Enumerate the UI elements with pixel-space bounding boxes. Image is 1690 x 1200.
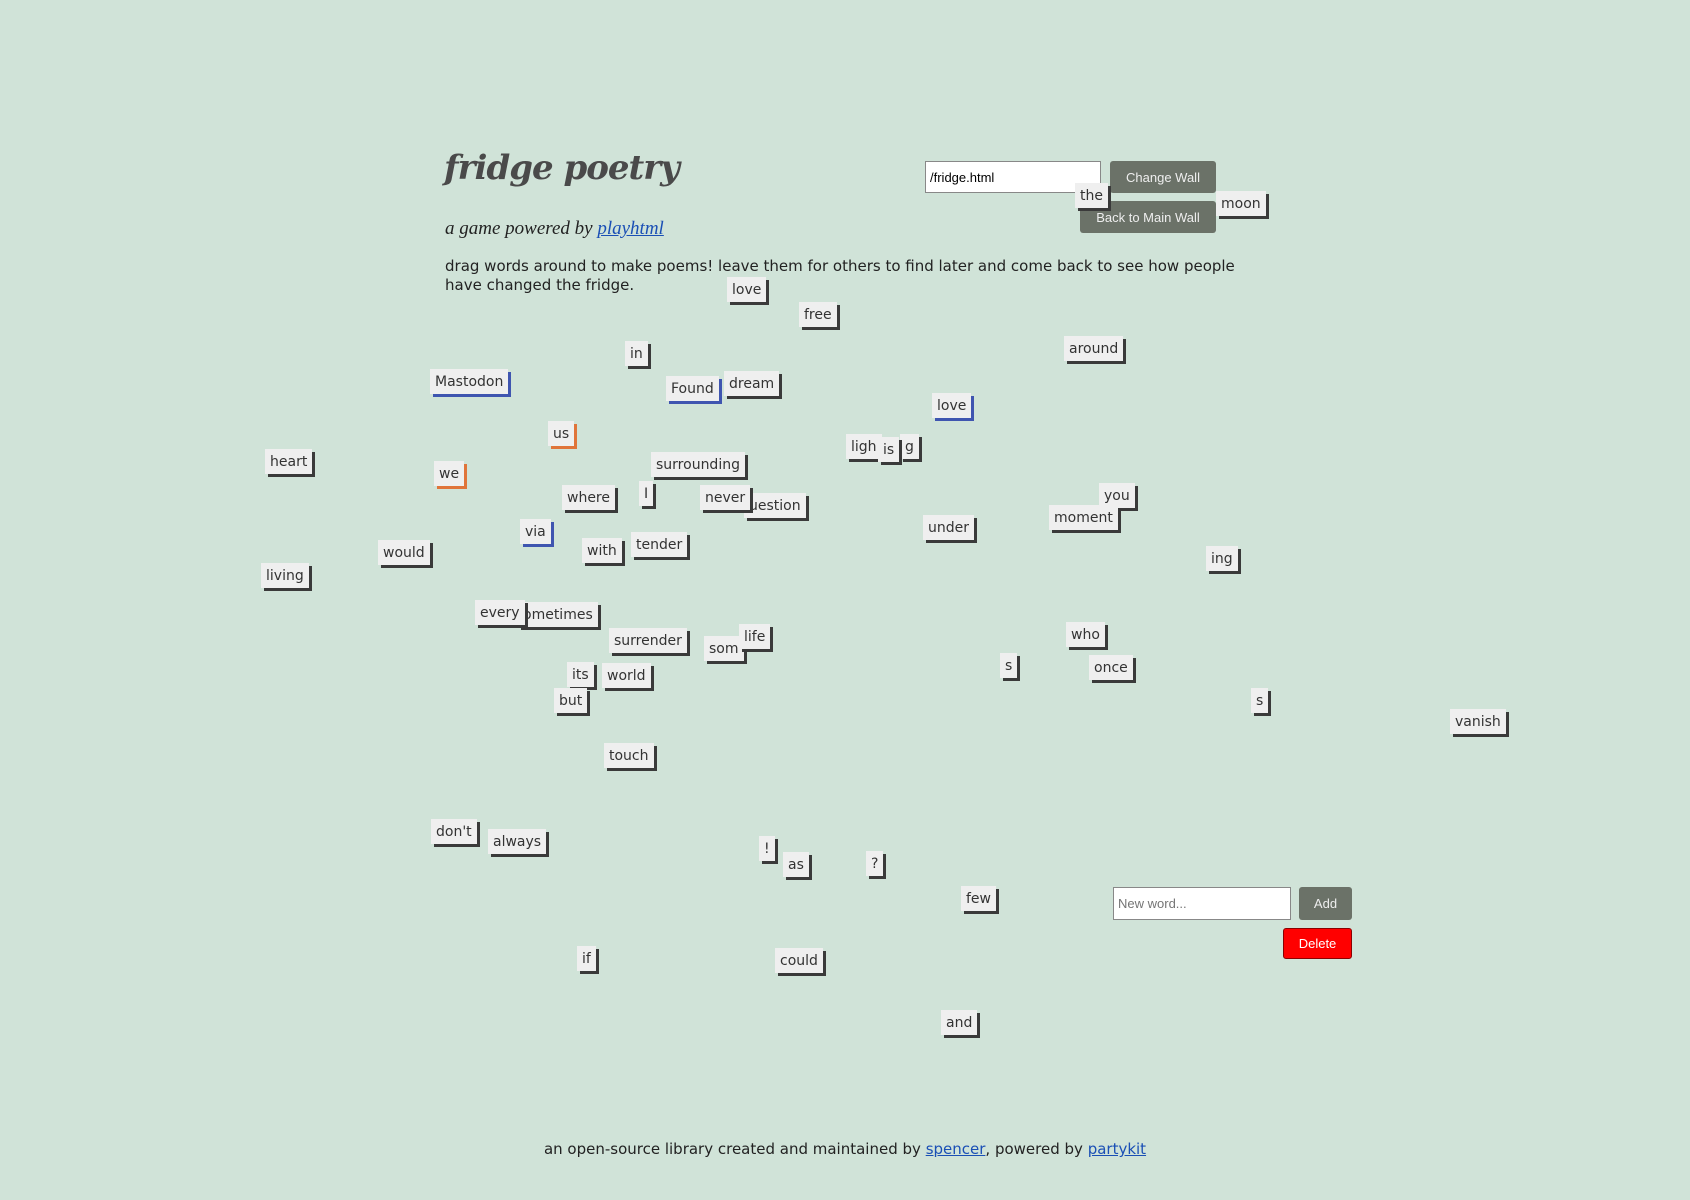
word-magnet[interactable]: world (602, 663, 651, 688)
word-magnet[interactable]: few (961, 886, 996, 911)
word-magnet[interactable]: is (878, 437, 900, 462)
word-magnet[interactable]: always (488, 829, 547, 854)
word-magnet[interactable]: g (900, 434, 919, 459)
word-magnet[interactable]: love (727, 277, 767, 302)
word-magnet[interactable]: moment (1049, 505, 1118, 530)
page-title: fridge poetry (444, 148, 680, 188)
word-magnet[interactable]: every (475, 600, 525, 625)
partykit-link[interactable]: partykit (1087, 1140, 1147, 1158)
word-magnet[interactable]: you (1099, 483, 1135, 508)
subtitle: a game powered by playhtml (445, 218, 664, 240)
word-magnet[interactable]: I (639, 481, 654, 506)
word-magnet[interactable]: could (775, 948, 823, 973)
word-magnet[interactable]: in (625, 341, 648, 366)
word-magnet[interactable]: but (554, 688, 588, 713)
word-magnet[interactable]: never (700, 485, 751, 510)
word-magnet[interactable]: once (1089, 655, 1133, 680)
word-magnet[interactable]: where (562, 485, 615, 510)
delete-word-button[interactable]: Delete (1283, 928, 1352, 959)
word-magnet[interactable]: heart (265, 449, 313, 474)
subtitle-text: a game powered by (445, 218, 593, 239)
footer: an open-source library created and maint… (0, 1140, 1690, 1158)
word-magnet[interactable]: Found (666, 376, 719, 401)
word-magnet[interactable]: love (932, 393, 972, 418)
change-wall-button[interactable]: Change Wall (1110, 161, 1216, 193)
word-magnet[interactable]: if (577, 946, 596, 971)
word-magnet[interactable]: and (941, 1010, 978, 1035)
word-magnet[interactable]: ing (1206, 546, 1238, 571)
word-magnet[interactable]: life (739, 624, 771, 649)
word-magnet[interactable]: as (783, 852, 809, 877)
footer-text: an open-source library created and maint… (543, 1140, 921, 1158)
word-magnet[interactable]: vanish (1450, 709, 1506, 734)
playhtml-link[interactable]: playhtml (597, 218, 664, 239)
word-magnet[interactable]: ! (759, 836, 775, 861)
word-magnet[interactable]: living (261, 563, 309, 588)
word-magnet[interactable]: around (1064, 336, 1124, 361)
word-magnet[interactable]: s (1251, 688, 1269, 713)
word-magnet[interactable]: moon (1216, 191, 1266, 216)
word-magnet[interactable]: free (799, 302, 837, 327)
footer-powered-text: , powered by (985, 1140, 1083, 1158)
word-magnet[interactable]: Mastodon (430, 369, 509, 394)
word-magnet[interactable]: tender (631, 532, 688, 557)
new-word-input[interactable] (1113, 887, 1291, 920)
word-magnet[interactable]: ? (866, 851, 884, 876)
word-magnet[interactable]: ometimes (518, 602, 598, 627)
word-magnet[interactable]: surrounding (651, 452, 745, 477)
spencer-link[interactable]: spencer (925, 1140, 986, 1158)
word-magnet[interactable]: uestion (744, 493, 806, 518)
word-magnet[interactable]: surrender (609, 628, 687, 653)
word-magnet[interactable]: som (704, 636, 744, 661)
word-magnet[interactable]: would (378, 540, 430, 565)
wall-path-input[interactable] (925, 161, 1101, 193)
word-magnet[interactable]: who (1066, 622, 1105, 647)
word-magnet[interactable]: its (567, 662, 594, 687)
word-magnet[interactable]: with (582, 538, 622, 563)
word-magnet[interactable]: the (1075, 183, 1108, 208)
word-magnet[interactable]: touch (604, 743, 654, 768)
add-word-button[interactable]: Add (1299, 887, 1352, 920)
word-magnet[interactable]: under (923, 515, 975, 540)
word-magnet[interactable]: we (434, 461, 465, 486)
word-magnet[interactable]: don't (431, 819, 477, 844)
word-magnet[interactable]: ligh (846, 434, 882, 459)
word-magnet[interactable]: s (1000, 653, 1018, 678)
word-magnet[interactable]: via (520, 519, 551, 544)
intro-text: drag words around to make poems! leave t… (445, 257, 1235, 294)
word-magnet[interactable]: us (548, 421, 575, 446)
word-magnet[interactable]: dream (724, 371, 780, 396)
back-to-main-wall-button[interactable]: Back to Main Wall (1080, 201, 1216, 233)
